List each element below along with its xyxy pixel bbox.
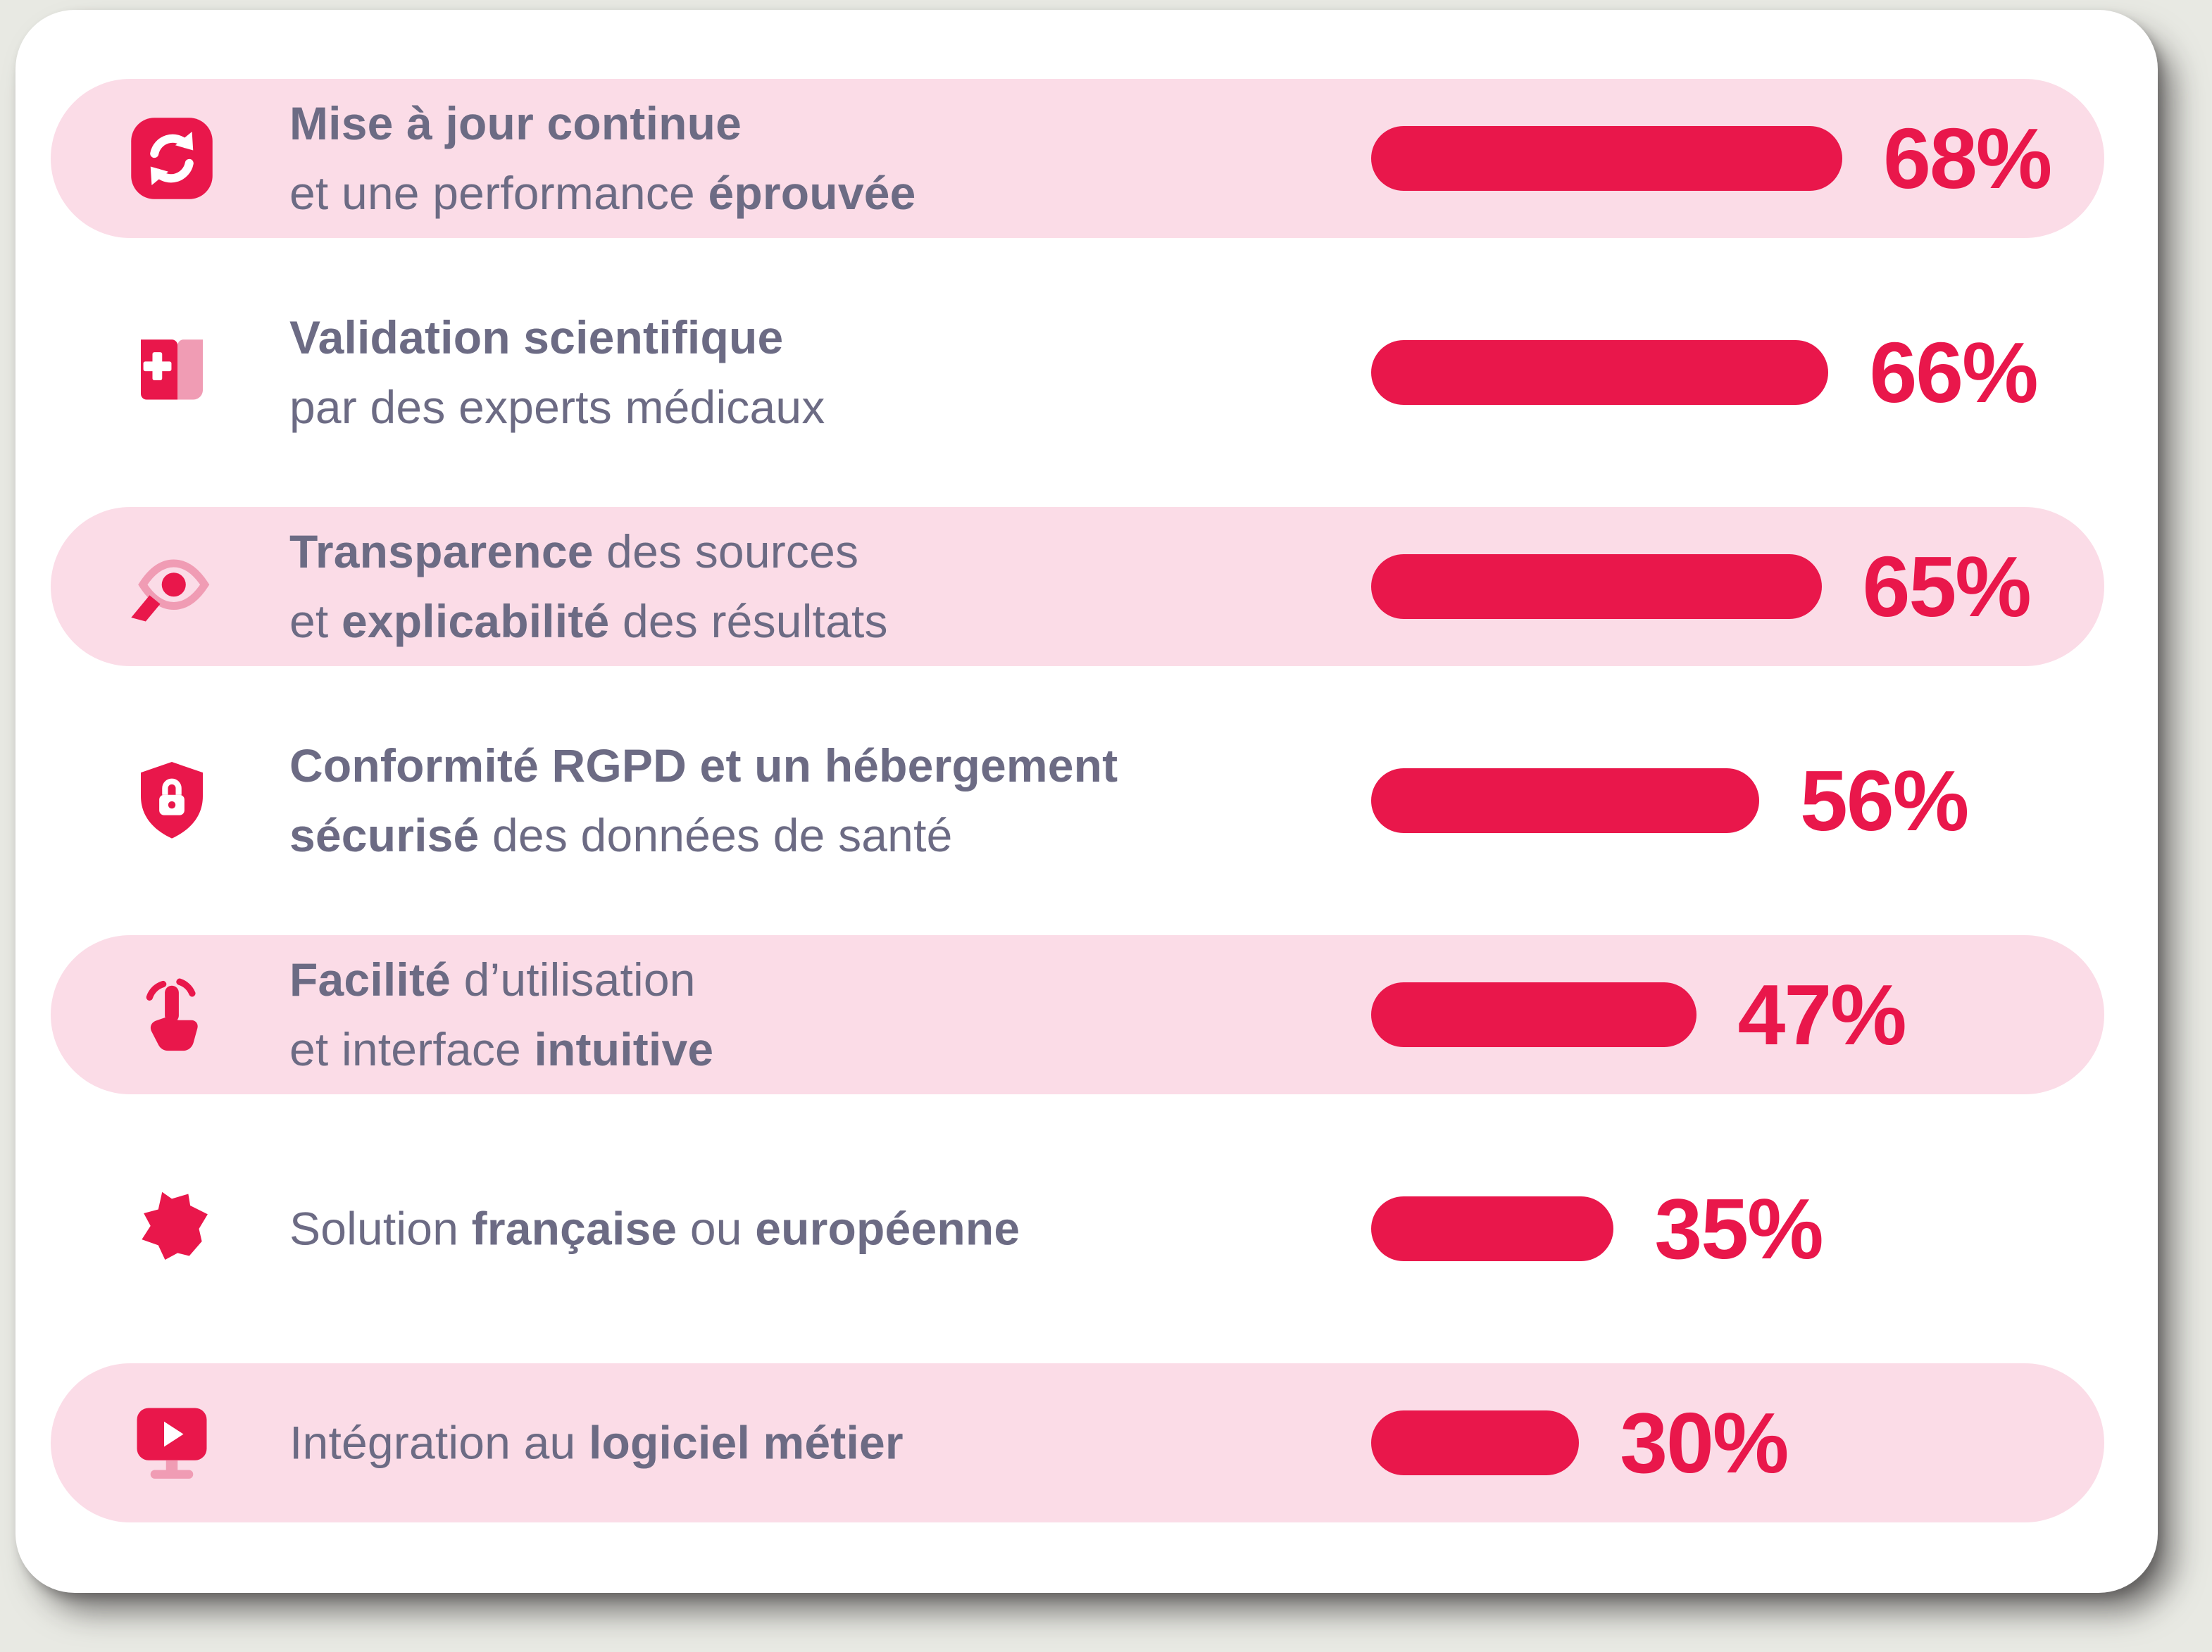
row-label: Conformité RGPD et un hébergement sécuris…: [289, 731, 1118, 870]
row-label-line: et explicabilité des résultats: [289, 587, 888, 656]
chart-row: Solution française ou européenne 35%: [51, 1149, 2104, 1308]
row-label-segment: logiciel métier: [588, 1416, 904, 1469]
row-label-segment: et interface: [289, 1023, 535, 1075]
chart-row: Mise à jour continue et une performance é…: [51, 79, 2104, 238]
row-label: Solution française ou européenne: [289, 1194, 1020, 1264]
row-value: 56%: [1800, 753, 1969, 849]
row-label-segment: éprouvée: [708, 167, 916, 219]
row-label-segment: européenne: [755, 1202, 1020, 1255]
row-bar: [1371, 1196, 1614, 1261]
chart-row: Validation scientifique par des experts m…: [51, 293, 2104, 452]
row-label-segment: des données de santé: [479, 809, 953, 861]
shield-lock-icon: [125, 754, 218, 847]
row-bar-group: 65%: [1371, 537, 2032, 636]
screen-play-icon: [125, 1396, 218, 1489]
row-label-segment: intuitive: [534, 1023, 714, 1075]
row-label-segment: Facilité: [289, 953, 451, 1006]
row-label-line: par des experts médicaux: [289, 373, 825, 442]
row-label-segment: d’utilisation: [451, 953, 696, 1006]
row-label-segment: et une performance: [289, 167, 708, 219]
row-label-segment: Conformité RGPD et un hébergement: [289, 739, 1118, 791]
row-label-segment: ou: [677, 1202, 756, 1255]
row-label-line: Solution française ou européenne: [289, 1194, 1020, 1264]
row-label: Intégration au logiciel métier: [289, 1408, 904, 1478]
row-label-segment: Intégration au: [289, 1416, 589, 1469]
row-label-line: Transparence des sources: [289, 517, 888, 587]
row-label-line: Facilité d’utilisation: [289, 945, 713, 1015]
row-label-line: Validation scientifique: [289, 303, 825, 373]
row-label-segment: et: [289, 595, 342, 647]
row-label: Facilité d’utilisation et interface intui…: [289, 945, 713, 1084]
row-label-segment: Mise à jour continue: [289, 97, 742, 149]
row-value: 30%: [1620, 1395, 1789, 1491]
chart-row: Intégration au logiciel métier 30%: [51, 1363, 2104, 1522]
row-label: Validation scientifique par des experts m…: [289, 303, 825, 442]
survey-chart-card: Mise à jour continue et une performance é…: [15, 10, 2158, 1593]
row-label-segment: sécurisé: [289, 809, 480, 861]
row-label-segment: des sources: [593, 525, 859, 577]
row-bar-group: 66%: [1371, 323, 2039, 422]
row-bar: [1371, 126, 1843, 191]
row-value: 47%: [1737, 967, 1906, 1063]
row-label-segment: Transparence: [289, 525, 594, 577]
row-bar: [1371, 768, 1760, 833]
row-bar-group: 35%: [1371, 1179, 1824, 1278]
touch-icon: [125, 968, 218, 1061]
row-value: 65%: [1862, 539, 2032, 634]
row-value: 35%: [1654, 1181, 1823, 1277]
row-value: 68%: [1883, 111, 2052, 206]
row-bar: [1371, 554, 1822, 619]
row-bar-group: 56%: [1371, 751, 1969, 850]
medical-book-icon: [125, 326, 218, 419]
row-label-line: Conformité RGPD et un hébergement: [289, 731, 1118, 801]
row-label-segment: explicabilité: [341, 595, 610, 647]
row-bar-group: 30%: [1371, 1394, 1789, 1492]
row-label: Mise à jour continue et une performance é…: [289, 89, 916, 228]
row-label-segment: Solution: [289, 1202, 472, 1255]
row-label-line: sécurisé des données de santé: [289, 801, 1118, 870]
row-label-segment: française: [471, 1202, 677, 1255]
france-map-icon: [125, 1182, 218, 1275]
chart-row: Conformité RGPD et un hébergement sécuris…: [51, 721, 2104, 880]
sync-icon: [125, 112, 218, 205]
row-label-line: Intégration au logiciel métier: [289, 1408, 904, 1478]
row-bar: [1371, 340, 1829, 405]
row-value: 66%: [1869, 325, 2038, 420]
row-label: Transparence des sources et explicabilité…: [289, 517, 888, 656]
chart-row: Facilité d’utilisation et interface intui…: [51, 935, 2104, 1094]
row-bar: [1371, 982, 1697, 1047]
row-label-segment: Validation scientifique: [289, 311, 784, 363]
row-label-segment: par des experts médicaux: [289, 381, 825, 433]
row-label-line: et une performance éprouvée: [289, 158, 916, 228]
row-label-segment: des résultats: [609, 595, 888, 647]
chart-row: Transparence des sources et explicabilité…: [51, 507, 2104, 666]
transparency-eye-icon: [125, 540, 218, 633]
row-bar: [1371, 1410, 1580, 1475]
row-bar-group: 47%: [1371, 965, 1907, 1064]
row-label-line: Mise à jour continue: [289, 89, 916, 158]
chart-rows: Mise à jour continue et une performance é…: [51, 79, 2104, 1522]
row-label-line: et interface intuitive: [289, 1015, 713, 1084]
row-bar-group: 68%: [1371, 109, 2052, 208]
